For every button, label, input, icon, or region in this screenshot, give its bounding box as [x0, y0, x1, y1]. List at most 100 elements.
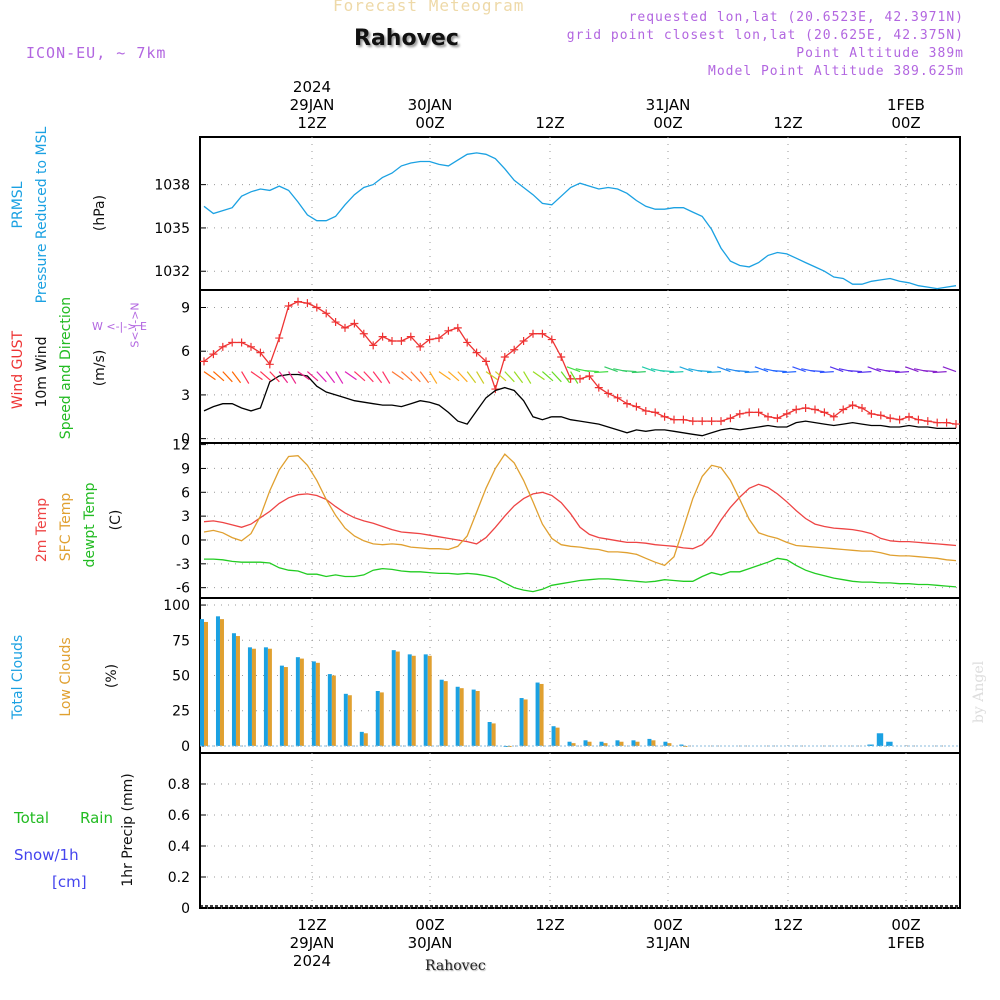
rain-total-label: Total [14, 809, 50, 827]
total-cloud-bar [200, 619, 204, 746]
gust-marker [472, 348, 481, 357]
y-tick-label: 0.4 [168, 839, 190, 855]
wind-arrow [410, 371, 421, 383]
gust-marker [538, 329, 547, 338]
top-time-label: 00Z [415, 114, 444, 132]
wind-arrow [560, 371, 571, 384]
low-cloud-bar [331, 675, 336, 746]
gust-marker [698, 417, 707, 426]
y-tick-label: 6 [181, 344, 190, 360]
y-tick-label: -6 [176, 581, 190, 597]
gust-marker [848, 401, 857, 410]
gust-marker [952, 420, 960, 429]
wind-arrow [566, 366, 581, 373]
gust-marker [641, 406, 650, 415]
total-cloud-bar [867, 744, 874, 746]
y-tick-label: 12 [172, 438, 190, 454]
gust-marker [829, 412, 838, 421]
wind-arrow [203, 371, 216, 381]
gust-marker [237, 338, 246, 347]
total-cloud-bar [247, 647, 252, 746]
prmsl-series [203, 152, 957, 290]
wind-arrow [363, 371, 374, 383]
bottom-time-label: 31JAN [646, 934, 691, 952]
gust-marker [463, 338, 472, 347]
gust-marker [688, 417, 697, 426]
low-cloud-bar [555, 727, 560, 746]
wind-arrow [754, 366, 769, 373]
low-cloud-bar [523, 699, 528, 746]
low-cloud-bar [635, 741, 640, 746]
wind-arrow [584, 370, 599, 373]
wind-arrow [772, 370, 787, 373]
wind-arrow [570, 371, 579, 384]
gust-marker [529, 329, 537, 338]
wind-arrow [513, 371, 524, 384]
top-time-label: 12Z [535, 114, 564, 132]
wind-arrow [523, 371, 532, 384]
bottom-time-label: 2024 [293, 952, 331, 970]
gust-marker [275, 334, 284, 343]
wind-arrow [594, 371, 609, 374]
total-cloud-bar [391, 650, 396, 746]
gust-marker [726, 414, 735, 423]
rain-label: Rain [80, 809, 113, 827]
gust-marker [604, 389, 613, 398]
wind-arrow [641, 366, 656, 373]
wind-arrow [819, 371, 834, 374]
bottom-time-label: 00Z [891, 916, 920, 934]
bottom-time-label: 1FEB [887, 934, 925, 952]
y-tick-label: 75 [172, 633, 190, 649]
gust-marker [764, 412, 772, 421]
gust-marker [876, 411, 885, 420]
wind-arrow [717, 366, 731, 373]
wind-arrow [829, 366, 844, 373]
gust-marker [406, 332, 415, 341]
gust-marker [350, 319, 359, 328]
gust-marker [679, 415, 688, 424]
gust-marker [547, 335, 556, 344]
gust-marker [435, 334, 443, 343]
model-label: ICON-EU, ~ 7km [26, 44, 167, 62]
gust-marker [670, 415, 678, 424]
low-cloud-bar [379, 692, 384, 746]
wind-arrow [532, 371, 545, 381]
total-cloud-bar [423, 654, 428, 746]
y-tick-label: 3 [181, 388, 190, 404]
bottom-time-label: 29JAN [290, 934, 335, 952]
total-cloud-bar [631, 740, 636, 746]
wind-arrow [288, 371, 297, 384]
y-tick-label: 0 [181, 739, 190, 755]
low-cloud-bar [219, 619, 224, 746]
low-cloud-bar [283, 667, 288, 746]
gust-marker [294, 297, 302, 306]
wind-arrow [631, 371, 646, 374]
panel-0: 1032 1035 1038 [154, 136, 961, 291]
y-tick-label: 50 [172, 669, 190, 685]
gust-marker [341, 323, 349, 332]
gust-marker [895, 415, 904, 424]
low-cloud-bar [267, 648, 272, 746]
y-tick-label: 0 [181, 533, 190, 549]
gust-marker [801, 404, 810, 413]
gust-marker [322, 309, 331, 318]
wind-arrow [932, 371, 947, 374]
gust-marker [378, 332, 387, 341]
gust-marker [228, 338, 237, 347]
top-time-label: 30JAN [408, 96, 453, 114]
wind-arrow [250, 371, 263, 381]
low-cloud-bar [475, 691, 480, 746]
requested-coords: requested lon,lat (20.6523E, 42.3971N) [628, 10, 964, 25]
snow-label: Snow/1h [14, 846, 79, 864]
top-time-label: 00Z [653, 114, 682, 132]
wind-arrow [448, 371, 460, 382]
panel-4: 0 0.2 0.4 0.6 0.8 [168, 752, 961, 917]
gust-marker [576, 374, 584, 383]
gust-marker [256, 348, 265, 357]
total-cloud-bar [886, 741, 893, 746]
gust-marker [623, 399, 631, 408]
low-cloud-bar [491, 723, 496, 746]
total-cloud-bar [647, 738, 652, 746]
gust-marker [707, 417, 716, 426]
